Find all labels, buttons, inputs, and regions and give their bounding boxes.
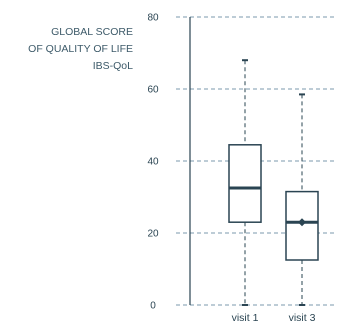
y-tick-label-20: 20 xyxy=(147,229,159,240)
y-tick-label-0: 0 xyxy=(150,301,156,312)
y-tick-label-40: 40 xyxy=(147,157,159,168)
y-axis-label: GLOBAL SCORE OF QUALITY OF LIFE IBS-QoL xyxy=(28,24,133,75)
y-axis-label-line-2: OF QUALITY OF LIFE xyxy=(28,43,133,55)
y-axis-label-line-3: IBS-QoL xyxy=(92,60,133,72)
box-1-iqr-box xyxy=(228,144,262,223)
y-tick-label-80: 80 xyxy=(147,13,159,24)
y-axis-label-line-1: GLOBAL SCORE xyxy=(51,26,133,38)
x-tick-label-2: visit 3 xyxy=(289,312,316,323)
box-2-mean-marker xyxy=(298,218,306,227)
y-tick-label-60: 60 xyxy=(147,85,159,96)
x-tick-label-1: visit 1 xyxy=(232,312,259,323)
